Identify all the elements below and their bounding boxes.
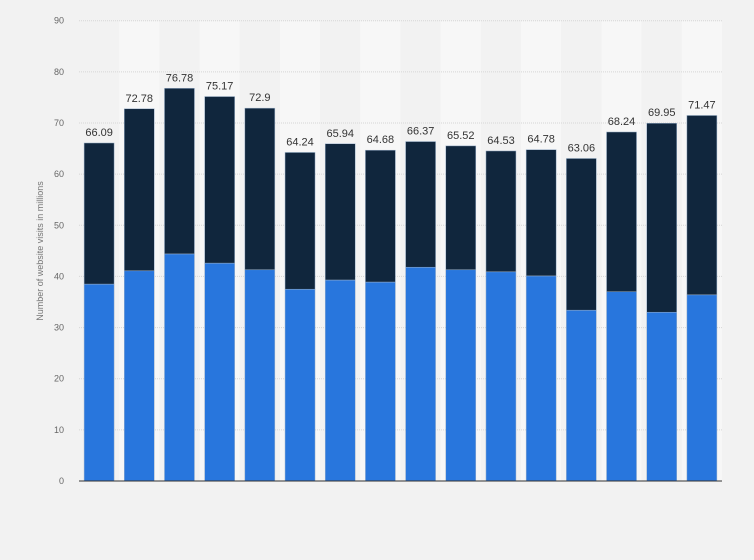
bar-segment-series-1 <box>606 291 637 482</box>
y-tick-label: 30 <box>54 323 64 333</box>
y-tick-label: 20 <box>54 374 64 384</box>
bars <box>83 88 718 482</box>
bar-segment-series-1 <box>244 269 276 482</box>
bar-segment-series-2 <box>525 149 557 277</box>
bar-segment-series-2 <box>646 122 677 313</box>
bar-segment-series-2 <box>485 150 517 273</box>
bar-segment-series-1 <box>445 269 477 482</box>
bar-segment-series-1 <box>324 279 356 482</box>
data-label: 68.24 <box>608 116 636 128</box>
y-tick-label: 50 <box>54 220 64 230</box>
y-tick-label: 90 <box>54 16 64 26</box>
y-tick-label: 60 <box>54 169 64 179</box>
bar-segment-series-1 <box>566 309 597 482</box>
bar-segment-series-1 <box>365 281 396 482</box>
bar-segment-series-2 <box>284 152 316 290</box>
data-label: 66.37 <box>407 126 435 138</box>
data-label: 64.24 <box>286 136 314 148</box>
bar-segment-series-1 <box>405 266 436 482</box>
bar-segment-series-2 <box>83 142 115 285</box>
data-label: 72.78 <box>126 93 154 105</box>
bar-segment-series-2 <box>405 141 436 268</box>
bar-segment-series-2 <box>686 115 718 296</box>
bar-segment-series-1 <box>485 271 517 482</box>
data-label: 65.94 <box>326 128 354 140</box>
bar-segment-series-1 <box>646 311 677 482</box>
y-tick-label: 70 <box>54 118 64 128</box>
bar-segment-series-2 <box>324 143 356 281</box>
data-label: 71.47 <box>688 99 716 111</box>
bar-segment-series-2 <box>164 88 195 255</box>
data-label: 64.53 <box>487 135 515 147</box>
y-tick-label: 10 <box>54 425 64 435</box>
data-label: 63.06 <box>568 142 596 154</box>
data-label: 75.17 <box>206 81 234 93</box>
data-label: 69.95 <box>648 107 676 119</box>
bar-segment-series-2 <box>606 131 637 293</box>
data-label: 65.52 <box>447 130 475 142</box>
bar-segment-series-1 <box>204 262 235 482</box>
bar-segment-series-1 <box>686 294 718 482</box>
data-label: 66.09 <box>85 127 113 139</box>
data-label: 64.68 <box>367 134 395 146</box>
bar-segment-series-1 <box>525 275 557 482</box>
y-axis-label: Number of website visits in millions <box>35 181 45 321</box>
bar-segment-series-1 <box>284 288 316 482</box>
bar-segment-series-2 <box>124 108 155 272</box>
data-label: 64.78 <box>527 134 555 146</box>
y-tick-label: 0 <box>59 476 64 486</box>
data-label: 76.78 <box>166 72 194 84</box>
bar-segment-series-1 <box>164 253 195 482</box>
y-tick-label: 80 <box>54 67 64 77</box>
bar-segment-series-1 <box>83 283 115 482</box>
bar-segment-series-2 <box>204 96 235 264</box>
y-tick-label: 40 <box>54 271 64 281</box>
data-labels: 66.09 72.78 76.78 75.17 72.9 64.24 65.94 64.68 6… <box>85 72 715 154</box>
data-label: 72.9 <box>249 92 270 104</box>
bar-segment-series-2 <box>566 158 597 311</box>
bar-segment-series-2 <box>244 107 276 271</box>
bar-segment-series-2 <box>445 145 477 271</box>
y-axis-ticks: 0 10 20 30 40 50 60 70 80 90 <box>54 16 64 486</box>
bar-segment-series-2 <box>365 149 396 283</box>
bar-segment-series-1 <box>124 270 155 482</box>
